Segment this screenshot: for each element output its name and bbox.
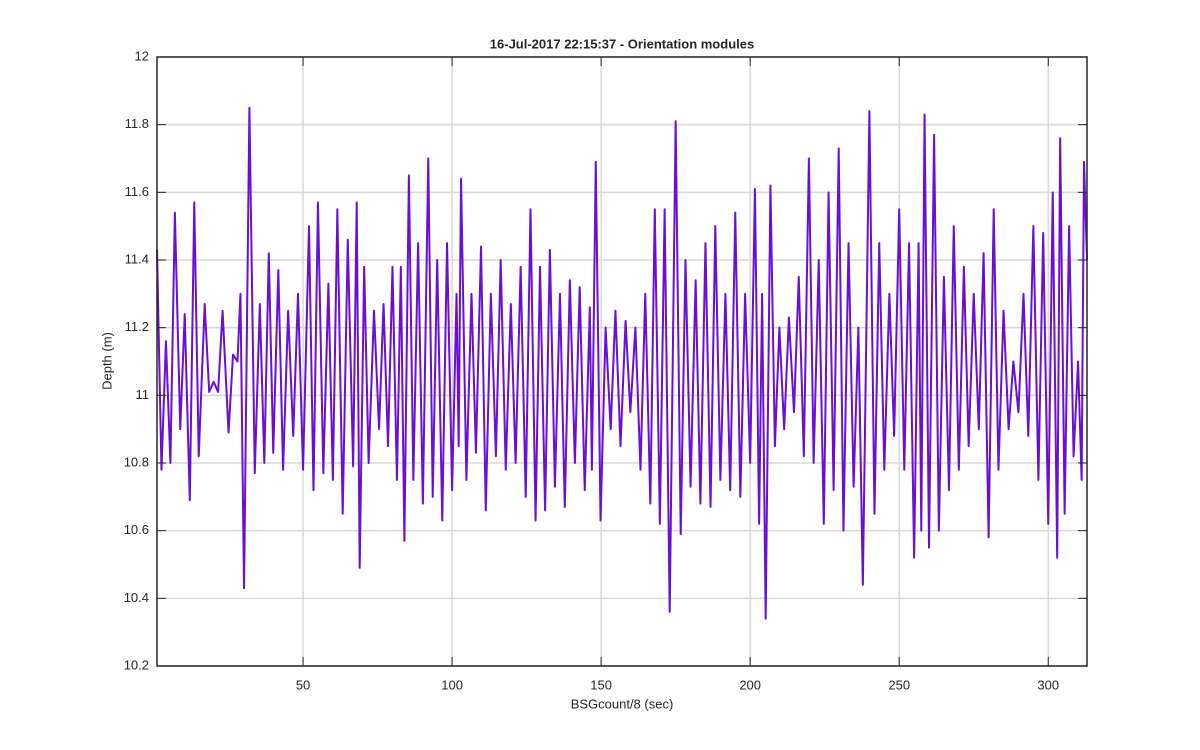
data	[156, 106, 1088, 620]
y-tick-label: 10.2	[124, 657, 149, 672]
y-tick-label: 11.8	[125, 116, 149, 131]
y-axis-label: Depth (m)	[99, 332, 114, 390]
y-tick-label: 12	[135, 48, 149, 63]
axes-box	[156, 56, 1088, 667]
data-line	[156, 106, 1088, 620]
x-tick-label: 50	[296, 677, 310, 692]
y-tick-label: 10.6	[124, 522, 149, 537]
x-tick-label: 250	[888, 677, 910, 692]
y-tick-label: 11.6	[125, 184, 149, 199]
y-tick-label: 11	[136, 387, 150, 402]
chart-title: 16-Jul-2017 22:15:37 - Orientation modul…	[490, 36, 754, 51]
y-tick-label: 11.2	[125, 319, 149, 334]
x-axis-label: BSGcount/8 (sec)	[571, 696, 674, 711]
x-tick-label: 200	[739, 677, 761, 692]
y-tick-label: 11.4	[125, 251, 149, 266]
x-tick-label: 150	[590, 677, 612, 692]
x-tick-label: 300	[1037, 677, 1059, 692]
y-tick-label: 10.4	[124, 590, 149, 605]
ticks: 50 100 150 200 250 300 10.2 10.4 10.6 10.8 11 11.2 1…	[124, 48, 1087, 692]
x-tick-label: 100	[441, 677, 463, 692]
y-tick-label: 10.8	[124, 454, 149, 469]
